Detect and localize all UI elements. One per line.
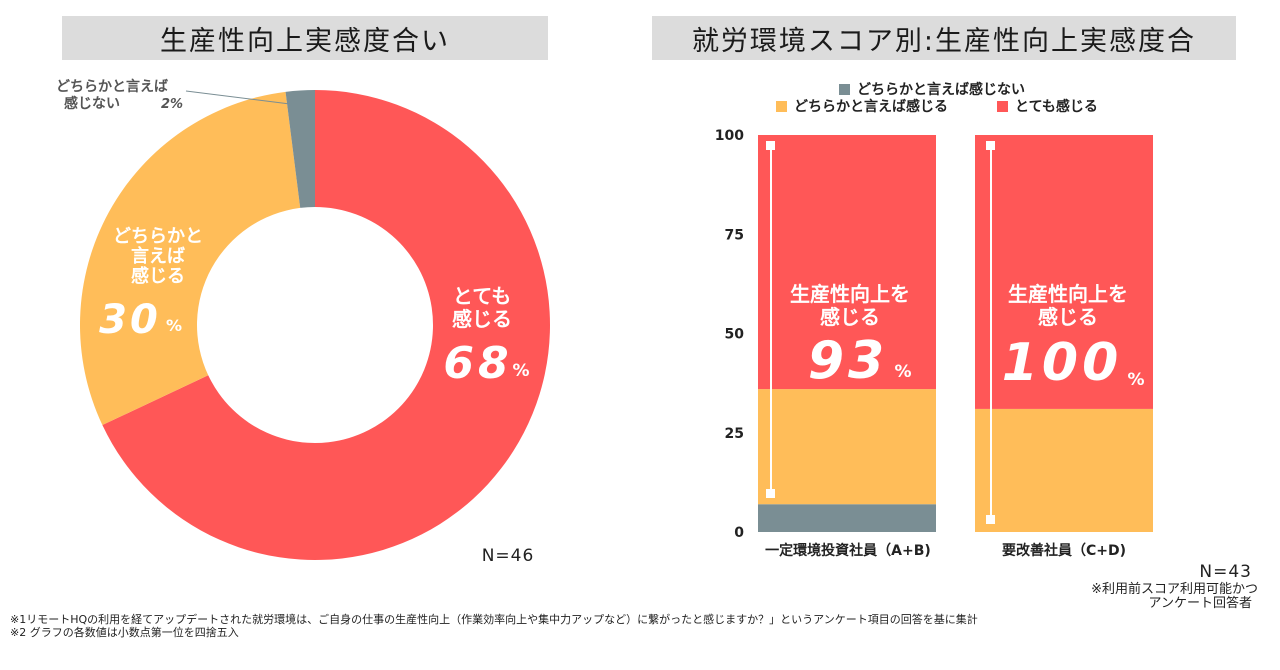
right-n-label: N=43 [1199,562,1252,582]
legend-swatch-mid [776,101,787,112]
left-n-label: N=46 [482,546,535,566]
annotation-a-pct: 93 [808,331,888,391]
bar-segment-a-1 [758,389,936,505]
mid-label-line3: 感じる [131,265,185,287]
bar-segment-a-2 [758,135,936,390]
annotation-a-pct-sign: % [894,362,911,382]
legend-swatch-neg [839,84,850,95]
footnote-1: ※1リモートHQの利用を経てアップデートされた就労環境は、ご自身の仕事の生産性向… [10,613,978,626]
category-label-a: 一定環境投資社員（A+B) [765,542,931,559]
mid-pct-sign: % [166,316,182,335]
annotation-a-line2: 感じる [820,305,880,329]
neg-label-line2: 感じない [64,95,120,112]
mid-label-line1: どちらかと [113,226,203,247]
neg-label-line1: どちらかと言えば [56,78,168,95]
y-tick-label: 0 [734,525,744,541]
neg-label-pct: 2% [161,97,183,112]
mid-label-pct: 30 [99,297,161,343]
bar-segment-b-2 [975,135,1153,409]
right-chart-title: 就労環境スコア別:生産性向上実感度合 [652,16,1236,60]
bar-segment-a-0 [758,504,936,532]
category-label-b: 要改善社員（C+D) [1002,542,1126,559]
legend-label-mid: どちらかと言えば感じる [794,98,948,115]
annotation-b-line2: 感じる [1038,305,1098,329]
mid-label-line2: 言えば [131,245,185,267]
annotation-b-pct: 100 [1002,333,1123,393]
bracket-top-a [766,141,775,150]
donut-slice-very [102,90,550,561]
footnote-2: ※2 グラフの各数値は小数点第一位を四捨五入 [10,626,239,639]
bar-segment-b-1 [975,408,1153,532]
bracket-bottom-b [986,515,995,524]
legend-label-neg: どちらかと言えば感じない [857,81,1025,98]
bracket-bottom-a [766,489,775,498]
pos-label-line2: 感じる [452,307,512,331]
legend-label-pos: とても感じる [1015,98,1098,115]
leader-line [185,90,291,105]
bracket-top-b [986,141,995,150]
donut-slice-not [285,90,315,208]
y-tick-label: 50 [725,327,745,343]
annotation-b-line1: 生産性向上を [1008,282,1128,306]
pos-label-line1: とても [453,284,511,308]
legend-swatch-pos [997,101,1008,112]
y-tick-label: 100 [715,128,744,144]
annotation-b-pct-sign: % [1127,370,1144,390]
y-tick-label: 75 [725,227,744,243]
donut-slice-somewhat [79,91,301,426]
annotation-a-line1: 生産性向上を [790,282,910,306]
y-tick-label: 25 [725,426,744,442]
right-footnote-line1: ※利用前スコア利用可能かつ [1091,581,1258,597]
left-chart-title: 生産性向上実感度合い [62,16,548,60]
right-footnote-line2: アンケート回答者 [1149,595,1252,611]
pos-pct-sign: % [512,361,529,381]
pos-label-pct: 68 [443,338,512,389]
